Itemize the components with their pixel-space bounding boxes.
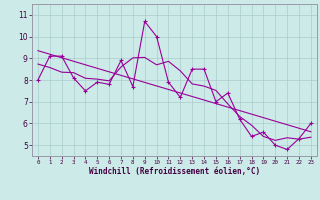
X-axis label: Windchill (Refroidissement éolien,°C): Windchill (Refroidissement éolien,°C)	[89, 167, 260, 176]
